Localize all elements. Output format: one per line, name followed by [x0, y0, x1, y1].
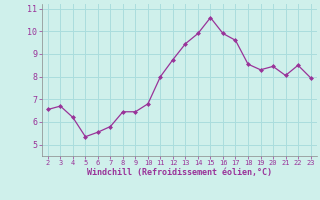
- X-axis label: Windchill (Refroidissement éolien,°C): Windchill (Refroidissement éolien,°C): [87, 168, 272, 177]
